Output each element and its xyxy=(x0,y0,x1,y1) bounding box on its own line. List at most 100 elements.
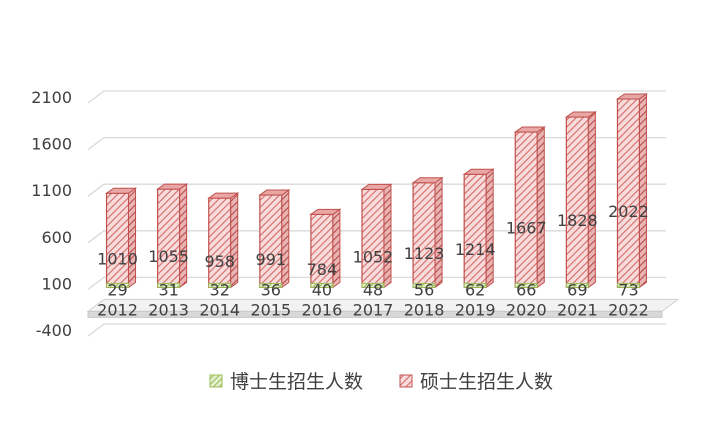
x-tick-label: 2013 xyxy=(148,300,189,319)
gridline-5 xyxy=(87,323,666,337)
x-tick-label: 2021 xyxy=(557,300,598,319)
bar-master-2015 xyxy=(258,189,291,289)
bar-front xyxy=(463,282,487,288)
bar-master-2013 xyxy=(156,183,189,289)
bar-top xyxy=(207,192,240,199)
master-value-label: 991 xyxy=(256,250,287,269)
x-tick-label: 2022 xyxy=(608,300,649,319)
bar-front xyxy=(565,116,589,289)
master-value-label: 958 xyxy=(204,252,235,271)
gridlines xyxy=(87,90,666,337)
master-value-label: 1052 xyxy=(353,247,394,266)
bar-side xyxy=(434,176,443,289)
y-axis-ticks: 2100 1600 1100 600 100 -400 xyxy=(31,88,72,340)
bar-front xyxy=(463,173,487,289)
master-value-label: 1123 xyxy=(404,244,445,263)
bar-master-2012 xyxy=(104,187,138,289)
bar-doctor-2012 xyxy=(106,282,130,288)
bar-side xyxy=(638,92,647,289)
bar-side xyxy=(281,189,290,289)
bar-side xyxy=(383,183,392,289)
bar-front xyxy=(361,282,385,288)
x-tick-label: 2018 xyxy=(404,300,445,319)
bar-master-2020 xyxy=(513,126,546,289)
doctor-value-label: 69 xyxy=(567,280,587,299)
bar-front xyxy=(616,282,640,288)
bar-front xyxy=(361,188,385,289)
bar-top xyxy=(104,187,138,194)
bar-master-2016 xyxy=(309,208,342,289)
bar-front xyxy=(310,282,334,288)
bar-doctor-2015 xyxy=(259,282,283,288)
bar-front xyxy=(616,98,641,288)
bar-master-2014 xyxy=(207,192,240,289)
bar-front xyxy=(412,282,436,288)
bar-front xyxy=(157,188,181,289)
bar-doctor-2018 xyxy=(412,282,436,288)
bar-front xyxy=(259,194,283,289)
bar-side xyxy=(128,187,137,289)
master-value-label: 1214 xyxy=(455,240,496,259)
legend-label: 硕士生招生人数 xyxy=(420,371,553,393)
bar-top xyxy=(462,168,495,175)
bar-front xyxy=(412,182,436,289)
doctor-value-label: 73 xyxy=(618,280,638,299)
bar-top xyxy=(258,189,291,196)
legend-item-doctor: 博士生招生人数 xyxy=(209,371,363,393)
bar-front xyxy=(208,197,232,288)
bar-side xyxy=(485,168,494,289)
master-value-label: 1828 xyxy=(557,211,598,230)
bar-side xyxy=(230,192,239,289)
legend-swatch xyxy=(209,374,223,388)
x-tick-label: 2012 xyxy=(97,300,138,319)
x-tick-label: 2016 xyxy=(302,300,343,319)
x-tick-label: 2017 xyxy=(353,300,394,319)
master-value-label: 1010 xyxy=(97,249,138,268)
x-tick-label: 2019 xyxy=(455,300,496,319)
bar-doctor-2016 xyxy=(310,282,334,288)
doctor-value-label: 29 xyxy=(107,280,127,299)
y-tick-label: -400 xyxy=(36,321,72,340)
bar-doctor-2017 xyxy=(361,282,385,288)
bar-master-2021 xyxy=(564,111,597,289)
y-tick-label: 2100 xyxy=(31,88,72,107)
bar-top xyxy=(156,183,189,190)
doctor-value-label: 32 xyxy=(210,280,230,299)
bar-doctor-2021 xyxy=(565,282,589,288)
bar-top xyxy=(513,126,546,133)
bar-master-2017 xyxy=(360,183,393,289)
bar-top xyxy=(615,93,649,100)
master-value-label: 784 xyxy=(307,260,338,279)
bar-side xyxy=(536,126,545,289)
bar-top xyxy=(360,183,393,190)
y-tick-label: 100 xyxy=(41,274,72,293)
y-tick-label: 600 xyxy=(41,228,72,247)
bar-top xyxy=(411,177,444,184)
doctor-value-label: 56 xyxy=(414,280,434,299)
bar-front xyxy=(105,192,130,289)
master-value-label: 2022 xyxy=(608,202,649,221)
doctor-value-label: 62 xyxy=(465,280,485,299)
bar-top xyxy=(564,111,597,118)
doctor-value-label: 48 xyxy=(363,280,383,299)
bar-side xyxy=(587,111,596,289)
bar-doctor-2013 xyxy=(157,282,181,288)
doctor-value-label: 66 xyxy=(516,280,536,299)
y-tick-label: 1600 xyxy=(31,135,72,154)
bar-top xyxy=(309,208,342,215)
bar-master-2019 xyxy=(462,168,495,289)
x-tick-label: 2015 xyxy=(250,300,291,319)
legend-item-master: 硕士生招生人数 xyxy=(399,371,553,393)
legend-swatch xyxy=(399,374,413,388)
bar-front xyxy=(157,282,181,288)
doctor-value-label: 36 xyxy=(261,280,281,299)
doctor-value-label: 31 xyxy=(158,280,178,299)
chart-floor xyxy=(86,298,680,318)
y-tick-label: 1100 xyxy=(31,181,72,200)
gridline-0 xyxy=(87,90,666,104)
bar-front xyxy=(565,282,589,288)
bar-front xyxy=(106,282,130,288)
bar-side xyxy=(179,183,188,289)
legend-label: 博士生招生人数 xyxy=(230,371,363,393)
